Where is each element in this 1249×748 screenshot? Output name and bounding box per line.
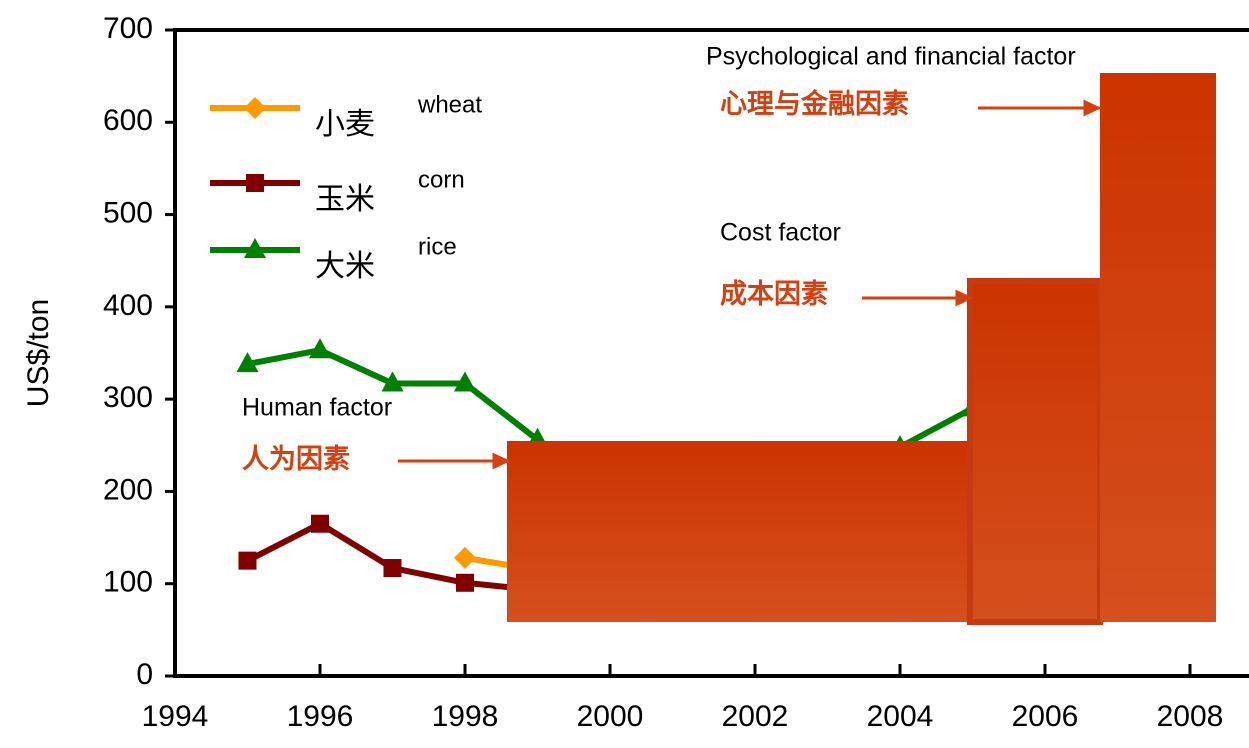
x-tick-label: 2000: [577, 700, 644, 733]
marker: [246, 174, 264, 192]
legend-label: 玉米: [315, 183, 375, 216]
legend-label-en: wheat: [417, 91, 482, 118]
marker: [238, 551, 257, 570]
y-axis-label: US$/ton: [22, 299, 55, 407]
x-tick-label: 2004: [867, 700, 934, 733]
marker: [244, 97, 266, 119]
x-tick-label: 1996: [287, 700, 354, 733]
y-tick-label: 400: [103, 289, 153, 322]
annotation: 心理与金融因素: [720, 88, 909, 119]
legend: 小麦 wheat 玉米 corn 大米 rice: [210, 91, 482, 283]
arrow-head: [492, 452, 511, 470]
plot-frame: [173, 28, 1249, 678]
human-factor-block: [507, 441, 975, 622]
marker: [383, 559, 402, 578]
arrows: [398, 99, 1102, 470]
marker: [456, 573, 474, 592]
y-tick-label: 500: [103, 196, 153, 229]
marker: [309, 338, 331, 359]
x-tick-label: 1998: [432, 700, 499, 733]
y-tick-label: 700: [103, 12, 153, 45]
marker: [454, 546, 476, 569]
x-tick-label: 2008: [1157, 700, 1224, 733]
arrow-head: [1083, 99, 1102, 117]
y-tick-label: 200: [103, 473, 153, 506]
x-tick-label: 2006: [1012, 700, 1079, 733]
marker: [236, 352, 259, 373]
factor-blocks: [507, 73, 1216, 625]
axes: 0 100 200 300 400 500 600 700 1994 1996 1998 2000 20…: [103, 12, 1223, 733]
x-tick-label: 1994: [142, 700, 209, 733]
marker: [311, 514, 329, 533]
annotation: Human factor: [242, 394, 392, 422]
y-tick-label: 600: [103, 104, 153, 137]
annotation: Cost factor: [720, 219, 841, 247]
arrow-head: [955, 289, 974, 307]
legend-label: 小麦: [315, 108, 375, 141]
y-tick-label: 0: [136, 658, 153, 691]
x-tick-label: 2002: [722, 700, 789, 733]
financial-factor-block: [1100, 73, 1216, 622]
legend-label: 大米: [315, 250, 375, 283]
cost-factor-block: [967, 278, 1103, 625]
marker: [381, 371, 404, 392]
legend-label-en: corn: [418, 166, 465, 193]
legend-label-en: rice: [418, 233, 457, 260]
annotation: Psychological and financial factor: [706, 43, 1076, 71]
annotation: 成本因素: [720, 279, 828, 309]
y-tick-label: 300: [103, 381, 153, 414]
series-line: [246, 520, 538, 594]
annotation: 人为因素: [242, 444, 350, 474]
y-tick-label: 100: [103, 566, 153, 599]
marker: [244, 238, 266, 258]
marker: [454, 371, 476, 392]
